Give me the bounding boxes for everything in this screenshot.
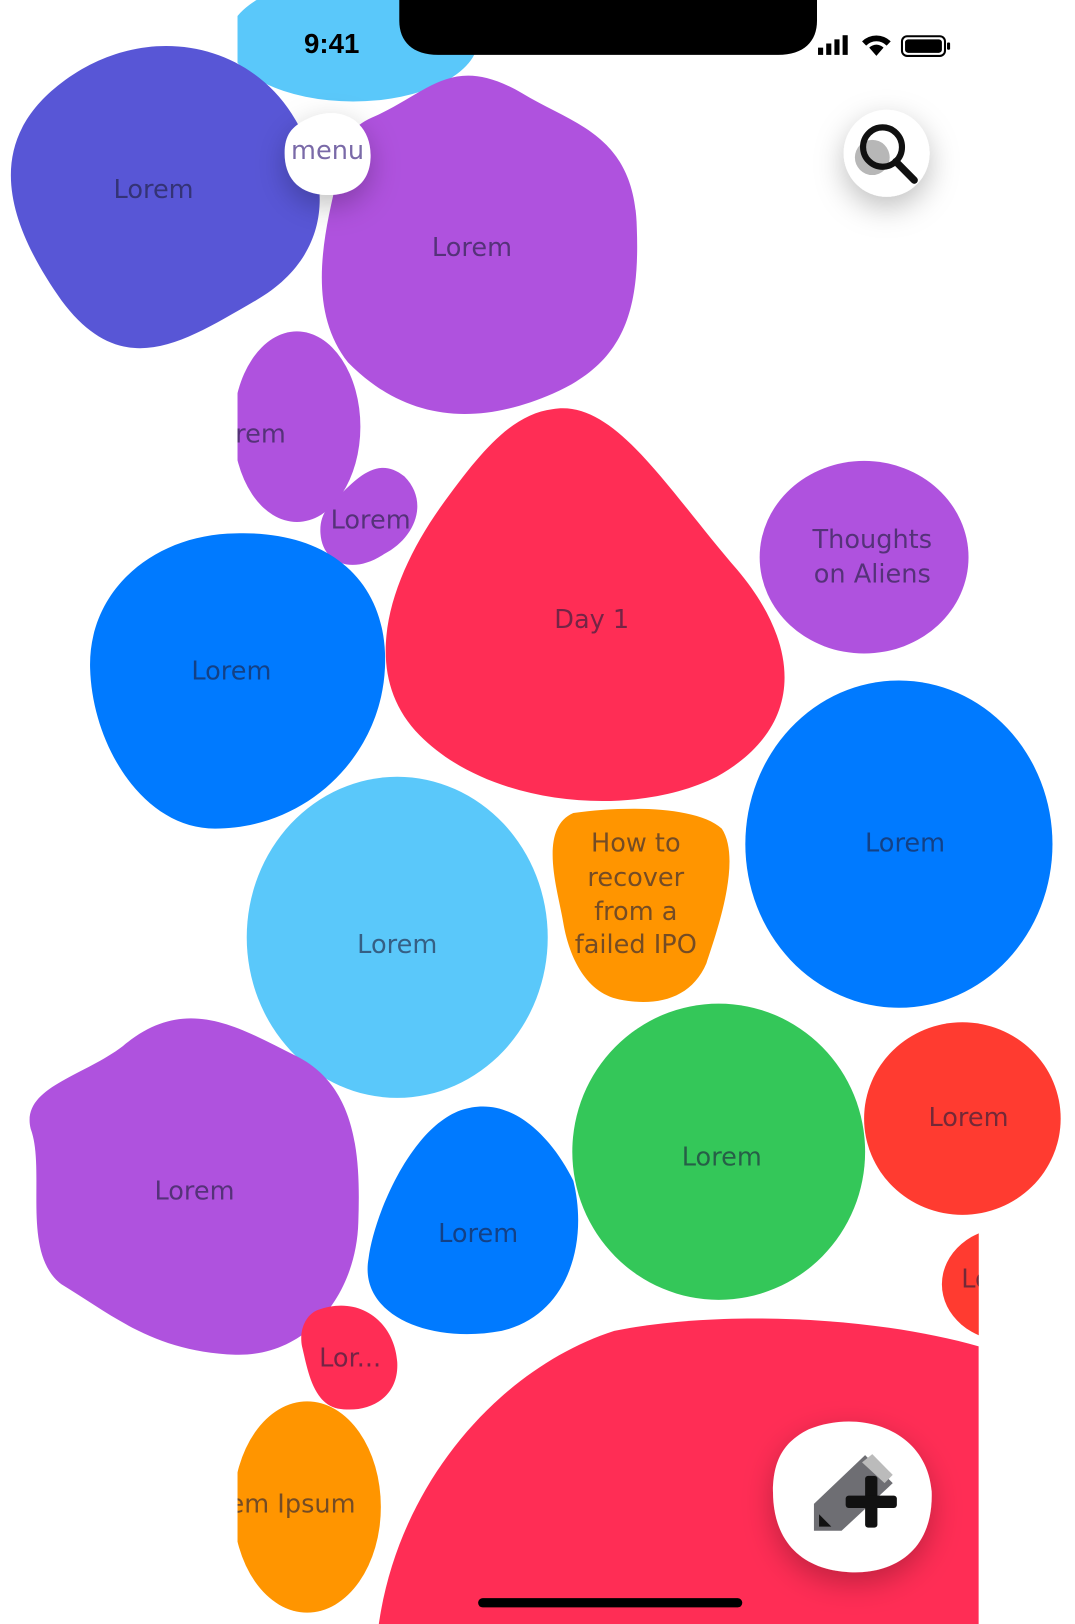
- bubble-label: Lorem: [682, 1142, 762, 1172]
- bubble[interactable]: [10, 46, 320, 349]
- bubble-label: Thoughts: [812, 525, 933, 555]
- bubble-label: Lorem Ipsum: [189, 1489, 355, 1519]
- bubble[interactable]: [320, 467, 418, 565]
- bubble[interactable]: [321, 75, 638, 414]
- bubble[interactable]: [745, 680, 1053, 1008]
- bubble-label: Lorem: [206, 419, 286, 449]
- notch: [399, 0, 817, 55]
- bubble-label: Lorem: [357, 930, 437, 960]
- bubble-label: recover: [587, 863, 684, 893]
- bubble[interactable]: [301, 1305, 398, 1410]
- bubble[interactable]: [941, 1227, 1075, 1341]
- bubble-label: Lorem: [114, 175, 194, 205]
- bubble-label: Lorem: [438, 1219, 518, 1249]
- bubble-label: Lorem: [928, 1103, 1008, 1133]
- bubble[interactable]: [246, 776, 548, 1098]
- bubble-label: Lorem: [331, 505, 411, 535]
- bubble-label: How to: [591, 829, 681, 859]
- bubble[interactable]: [572, 1003, 866, 1300]
- bubble[interactable]: [385, 408, 785, 802]
- bubble-label: Lorem: [191, 657, 271, 687]
- bubble-label: Day 1: [554, 605, 629, 635]
- bubble-label: from a: [594, 897, 677, 927]
- menu-label: menu: [291, 136, 364, 166]
- bubble-label: Lor...: [319, 1343, 381, 1373]
- status-time: 9:41: [304, 28, 359, 59]
- bubble-label: Lorem: [865, 829, 945, 859]
- home-indicator: [478, 1598, 743, 1608]
- bubble[interactable]: [233, 1401, 381, 1613]
- bubble-label: Lorem: [432, 233, 512, 263]
- bubble-label: on Aliens: [814, 559, 931, 589]
- bubble[interactable]: [367, 1106, 579, 1335]
- bubble[interactable]: [29, 1018, 359, 1355]
- menu-button[interactable]: menu: [284, 113, 371, 195]
- search-button[interactable]: [843, 109, 930, 197]
- bubble-label: failed IPO: [575, 930, 697, 960]
- bubble[interactable]: [864, 1022, 1061, 1215]
- new-note-button[interactable]: [772, 1421, 932, 1573]
- bubble-label: Lorem: [961, 1265, 1041, 1295]
- status-icons: [818, 35, 951, 57]
- bubble[interactable]: [759, 460, 969, 654]
- bubble-label: Lorem: [154, 1177, 234, 1207]
- bubble[interactable]: [552, 808, 730, 1002]
- bubble[interactable]: [233, 331, 361, 522]
- bubble[interactable]: [90, 533, 386, 829]
